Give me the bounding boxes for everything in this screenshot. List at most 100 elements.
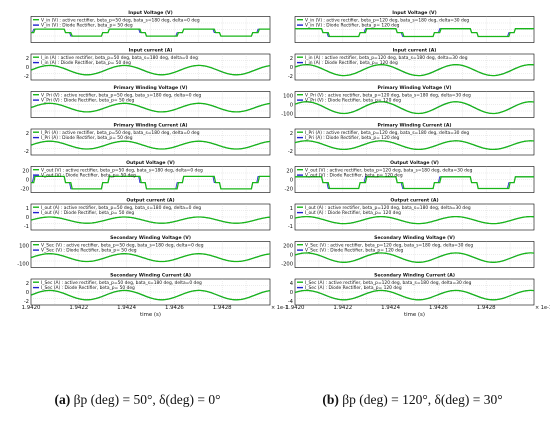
caption-b-label: (b) [322, 392, 339, 407]
legend-label-active: V_Pri (V) : active rectifier, beta_p=50 … [41, 92, 201, 98]
y-tick-label: 0 [290, 252, 293, 258]
caption-b: (b) βp (deg) = 120°, δ(deg) = 30° [275, 392, 550, 416]
y-tick-label: -1 [24, 224, 29, 230]
panel-a-1: Input Voltage (V)V_in (V) : active recti… [30, 10, 271, 43]
panel-title: Input Voltage (V) [128, 10, 172, 16]
y-tick-label: 20 [286, 168, 293, 174]
series-active-line [30, 140, 271, 150]
y-tick-label: 2 [290, 56, 293, 62]
panel-title: Input Voltage (V) [392, 10, 436, 16]
legend-label-diode: I_out (A) : Diode Rectifier, beta_p= 50 … [41, 210, 134, 216]
panel-title: Output current (A) [390, 198, 438, 204]
series-active-line [31, 28, 270, 37]
x-tick-label: 1.9420 [286, 305, 305, 311]
legend-label-active: I_out (A) : active rectifier, beta_p=120… [305, 205, 471, 211]
legend-label-diode: I_out (A) : Diode Rectifier, beta_p= 120… [305, 210, 401, 216]
legend-label-active: I_in (A) : active rectifier, beta_p=50 d… [41, 55, 198, 61]
x-tick-label: 1.9426 [429, 305, 448, 311]
panel-title: Secondary Winding Current (A) [110, 273, 191, 279]
panel-a-6: Output current (A) 1 0 -1 I_out (A) : active… [24, 198, 271, 231]
y-tick-label: 0 [290, 177, 293, 183]
y-tick-label: -4 [288, 299, 294, 305]
panel-a-5: Output Voltage (V) 20 0 -20 V_out (V) : acti… [21, 160, 271, 193]
legend-label-diode: V_in (V) : Diode Rectifier, beta_p= 120 … [305, 23, 400, 29]
x-tick-label: 1.9420 [22, 305, 41, 311]
legend-label-active: I_Sec (A) : active rectifier, beta_p=120… [305, 280, 472, 286]
legend-label-diode: V_out (V) : Diode Rectifier, beta_p= 50 … [41, 173, 136, 179]
panel-title: Primary Winding Current (A) [378, 123, 452, 129]
panel-b-4: Primary Winding Current (A) 2 -2 I_Pri (A) … [288, 123, 535, 156]
y-tick-label: 1 [290, 206, 293, 212]
y-tick-label: 0 [290, 65, 293, 71]
y-tick-label: 0 [290, 102, 293, 108]
legend-label-diode: I_in (A) : Diode Rectifier, beta_p= 50 d… [41, 60, 131, 66]
series-active-line [30, 64, 271, 76]
legend-label-active: I_Sec (A) : active rectifier, beta_p=50 … [41, 280, 202, 286]
y-tick-label: 2 [26, 281, 29, 287]
y-tick-label: 200 [283, 243, 293, 249]
y-tick-label: 2 [290, 131, 293, 137]
x-tick-label: 1.9424 [381, 305, 400, 311]
x-axis-label: time (s) [140, 312, 161, 318]
legend-label-diode: I_in (A) : Diode Rectifier, beta_p= 120 … [305, 60, 398, 66]
y-tick-label: 1 [26, 206, 29, 212]
panel-title: Secondary Winding Voltage (V) [110, 235, 191, 241]
panel-a-2: Input current (A) 2 0 -2 I_in (A) : active r… [24, 48, 271, 81]
panel-title: Primary Winding Voltage (V) [114, 85, 188, 91]
panel-title: Input current (A) [393, 48, 437, 54]
panel-a-8: Secondary Winding Current (A) 2 0 -2 I_Sec (… [24, 273, 271, 306]
y-tick-label: -100 [281, 111, 293, 117]
series-active-line [294, 289, 535, 301]
y-tick-label: -2 [24, 299, 29, 305]
y-tick-label: -100 [17, 261, 29, 267]
y-tick-label: 0 [26, 290, 29, 296]
panel-a-3: Primary Winding Voltage (V)V_Pri (V) : a… [30, 85, 271, 118]
legend-label-active: V_out (V) : active rectifier, beta_p=50 … [41, 167, 203, 173]
x-tick-label: 1.9428 [477, 305, 496, 311]
y-tick-label: -20 [285, 186, 293, 192]
y-tick-label: 2 [26, 131, 29, 137]
x-scale-label: × 1e-1 [271, 305, 288, 311]
panel-a-4: Primary Winding Current (A) 2 -2 I_Pri (A) … [24, 123, 271, 156]
y-tick-label: 20 [22, 168, 29, 174]
y-tick-label: -20 [21, 186, 29, 192]
series-active-line [295, 176, 534, 190]
caption-b-text: βp (deg) = 120°, δ(deg) = 30° [338, 392, 503, 407]
series-active-line [295, 28, 534, 38]
series-active-line [30, 289, 271, 301]
panel-b-6: Output current (A) 1 0 -1 I_out (A) : active… [288, 198, 535, 231]
caption-a: (a) βp (deg) = 50°, δ(deg) = 0° [0, 392, 275, 416]
x-tick-label: 1.9428 [213, 305, 232, 311]
legend-label-diode: V_out (V) : Diode Rectifier, beta_p= 120… [305, 173, 403, 179]
panel-b-7: Secondary Winding Voltage (V) 200 0 -200 V_S… [281, 235, 535, 268]
legend-label-active: V_Sec (V) : active rectifier, beta_p=50 … [41, 242, 204, 248]
series-active-line [294, 252, 535, 263]
series-active-line [294, 140, 535, 151]
y-tick-label: 100 [283, 93, 293, 99]
legend-label-active: I_Pri (A) : active rectifier, beta_p=50 … [41, 130, 200, 136]
panel-b-2: Input current (A) 2 0 -2 I_in (A) : active r… [288, 48, 535, 81]
panel-title: Output current (A) [126, 198, 174, 204]
panel-title: Output Voltage (V) [390, 160, 439, 166]
y-tick-label: 0 [290, 215, 293, 221]
chart-column-a: Input Voltage (V)V_in (V) : active recti… [17, 10, 288, 318]
legend-label-active: I_out (A) : active rectifier, beta_p=50 … [41, 205, 201, 211]
x-tick-label: 1.9422 [333, 305, 352, 311]
panel-title: Secondary Winding Voltage (V) [374, 235, 455, 241]
y-tick-label: 2 [26, 56, 29, 62]
panel-title: Primary Winding Voltage (V) [378, 85, 452, 91]
y-tick-label: -1 [288, 224, 293, 230]
y-tick-label: -2 [24, 74, 29, 80]
legend-label-active: V_Pri (V) : active rectifier, beta_p=120… [305, 92, 471, 98]
y-tick-label: 4 [290, 281, 294, 287]
y-tick-label: 0 [26, 65, 29, 71]
legend-label-diode: I_Sec (A) : Diode Rectifier, beta_p= 50 … [41, 285, 135, 291]
y-tick-label: 100 [19, 243, 29, 249]
series-active-line [30, 253, 271, 263]
panel-title: Primary Winding Current (A) [114, 123, 188, 129]
chart-column-b: Input Voltage (V)V_in (V) : active recti… [281, 10, 550, 318]
legend-label-active: V_out (V) : active rectifier, beta_p=120… [305, 167, 473, 173]
y-tick-label: -2 [288, 149, 293, 155]
legend-label-diode: V_Sec (V) : Diode Rectifier, beta_p= 120… [305, 248, 404, 254]
